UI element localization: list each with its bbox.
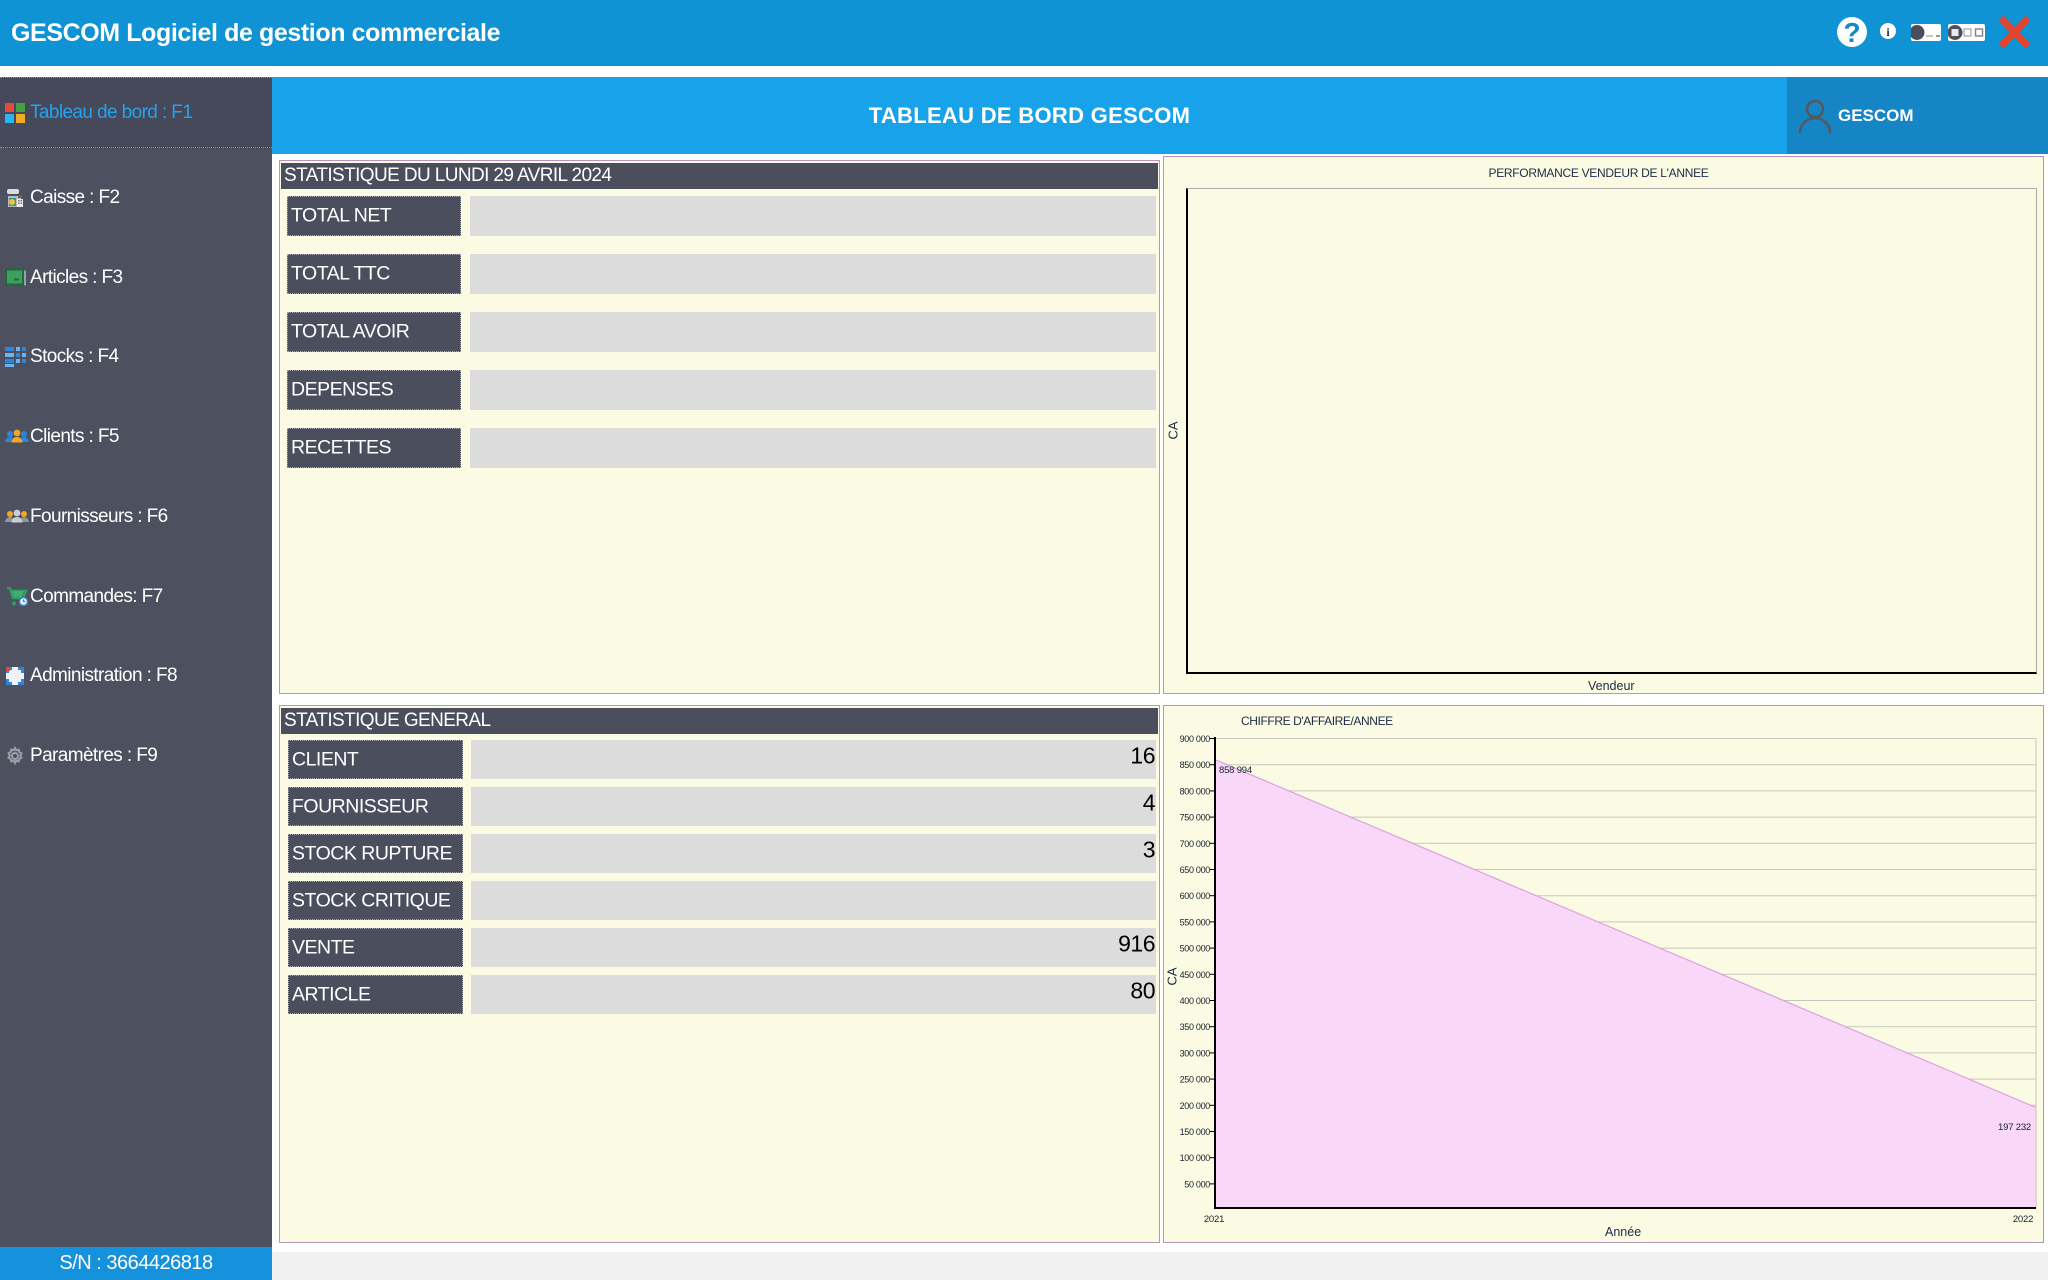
svg-text:750 000: 750 000	[1180, 813, 1211, 823]
svg-text:?: ?	[1843, 17, 1860, 47]
svg-text:600 000: 600 000	[1180, 891, 1211, 901]
svg-text:300 000: 300 000	[1180, 1048, 1211, 1058]
svg-text:900 000: 900 000	[1180, 734, 1211, 744]
svg-text:700 000: 700 000	[1180, 839, 1211, 849]
svg-text:350 000: 350 000	[1180, 1022, 1211, 1032]
svg-text:50 000: 50 000	[1184, 1179, 1210, 1189]
svg-text:2021: 2021	[1204, 1214, 1224, 1225]
svg-text:2022: 2022	[2013, 1214, 2033, 1225]
svg-text:800 000: 800 000	[1180, 786, 1211, 796]
svg-text:197 232: 197 232	[1998, 1122, 2031, 1133]
svg-text:400 000: 400 000	[1180, 996, 1211, 1006]
svg-text:850 000: 850 000	[1180, 760, 1211, 770]
svg-text:450 000: 450 000	[1180, 970, 1211, 980]
svg-text:550 000: 550 000	[1180, 917, 1211, 927]
svg-text:858 994: 858 994	[1219, 765, 1252, 776]
svg-text:200 000: 200 000	[1180, 1101, 1211, 1111]
svg-text:i: i	[1886, 25, 1890, 39]
svg-text:250 000: 250 000	[1180, 1075, 1211, 1085]
svg-text:500 000: 500 000	[1180, 944, 1211, 954]
svg-text:100 000: 100 000	[1180, 1153, 1211, 1163]
svg-text:650 000: 650 000	[1180, 865, 1211, 875]
svg-text:150 000: 150 000	[1180, 1127, 1211, 1137]
